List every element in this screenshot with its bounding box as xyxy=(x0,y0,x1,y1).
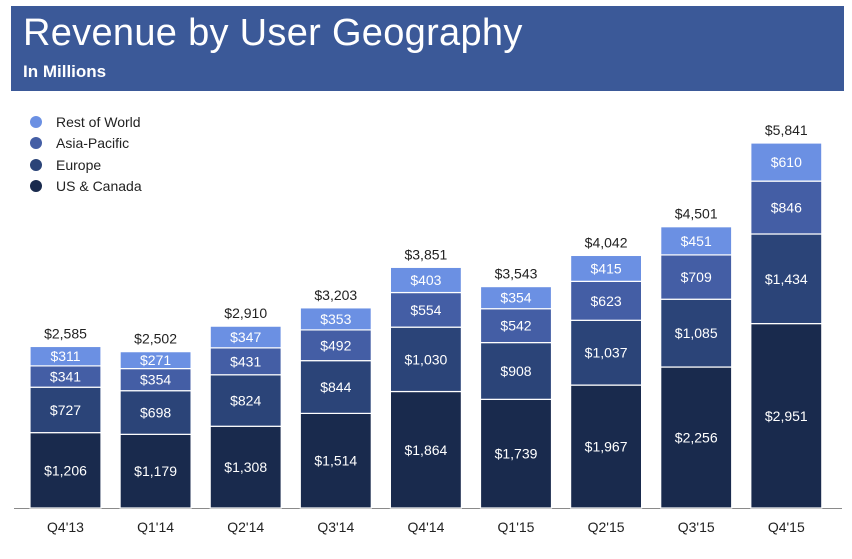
bar-segment-us-canada xyxy=(569,384,643,509)
bar-segment-asia-pacific xyxy=(479,308,553,344)
x-tick-label: Q2'14 xyxy=(227,519,264,535)
bar-segment-rest-of-world xyxy=(299,307,372,331)
legend-swatch-asia-pacific xyxy=(30,137,42,150)
data-label-rest-of-world: $403 xyxy=(410,272,441,288)
data-label-us-canada: $2,256 xyxy=(675,430,718,446)
data-label-rest-of-world: $347 xyxy=(230,329,261,345)
data-label-asia-pacific: $354 xyxy=(140,372,171,388)
legend-swatch-rest-of-world xyxy=(30,115,42,128)
data-label-rest-of-world: $311 xyxy=(50,348,80,364)
bar-segment-rest-of-world xyxy=(750,142,823,182)
bar-segment-rest-of-world xyxy=(660,226,733,256)
data-label-us-canada: $2,951 xyxy=(765,408,808,424)
bar-segment-europe xyxy=(209,374,282,427)
data-label-us-canada: $1,308 xyxy=(224,459,267,475)
legend-label-asia-pacific: Asia-Pacific xyxy=(56,135,130,152)
total-label: $2,502 xyxy=(134,331,177,347)
chart-subtitle: In Millions xyxy=(23,62,107,81)
bar-segment-europe xyxy=(569,319,643,386)
bar-segment-europe xyxy=(299,360,372,414)
data-label-us-canada: $1,514 xyxy=(314,453,357,469)
data-label-asia-pacific: $623 xyxy=(591,293,622,309)
data-label-asia-pacific: $554 xyxy=(410,302,441,318)
x-tick-label: Q3'14 xyxy=(317,519,354,535)
bar-segment-rest-of-world xyxy=(479,286,553,310)
legend-label-rest-of-world: Rest of World xyxy=(56,113,141,130)
data-label-rest-of-world: $354 xyxy=(500,290,531,306)
data-label-rest-of-world: $353 xyxy=(320,311,351,327)
bar-segment-europe xyxy=(389,326,462,393)
bar-segment-asia-pacific xyxy=(299,329,372,362)
data-label-europe: $908 xyxy=(500,363,531,379)
data-label-us-canada: $1,864 xyxy=(404,442,447,458)
data-label-europe: $824 xyxy=(230,393,261,409)
bar-segment-us-canada xyxy=(29,432,102,509)
bar-segment-rest-of-world xyxy=(569,254,643,282)
legend-label-us-canada: US & Canada xyxy=(56,178,142,195)
total-label: $3,543 xyxy=(495,266,538,282)
bar-segment-us-canada xyxy=(119,433,192,509)
data-label-asia-pacific: $492 xyxy=(320,337,351,353)
data-label-europe: $844 xyxy=(320,379,351,395)
bar-segment-rest-of-world xyxy=(119,351,192,370)
bar-segment-rest-of-world xyxy=(389,266,462,294)
legend-swatch-us-canada xyxy=(30,180,42,193)
legend-item-asia-pacific: Asia-Pacific xyxy=(30,133,142,155)
data-label-asia-pacific: $341 xyxy=(50,369,81,385)
x-tick-label: Q4'13 xyxy=(47,519,84,535)
total-label: $3,851 xyxy=(404,246,447,262)
data-label-us-canada: $1,179 xyxy=(134,463,177,479)
x-tick-label: Q1'15 xyxy=(498,519,535,535)
data-label-us-canada: $1,967 xyxy=(585,439,628,455)
total-label: $4,501 xyxy=(675,206,718,222)
bar-segment-asia-pacific xyxy=(389,291,462,328)
bar-segment-asia-pacific xyxy=(750,180,823,235)
total-label: $4,042 xyxy=(585,234,628,250)
data-label-us-canada: $1,206 xyxy=(44,462,87,478)
data-label-europe: $1,434 xyxy=(765,271,808,287)
total-label: $2,585 xyxy=(44,325,87,341)
data-label-asia-pacific: $431 xyxy=(230,353,261,369)
x-tick-label: Q4'15 xyxy=(768,519,805,535)
chart-legend: Rest of World Asia-Pacific Europe US & C… xyxy=(30,111,142,197)
data-label-asia-pacific: $542 xyxy=(500,318,531,334)
data-label-europe: $727 xyxy=(50,402,81,418)
data-label-rest-of-world: $451 xyxy=(681,233,712,249)
bar-segment-rest-of-world xyxy=(29,345,102,367)
x-tick-label: Q2'15 xyxy=(588,519,625,535)
bar-segment-europe xyxy=(750,233,823,325)
bar-segment-us-canada xyxy=(389,390,462,509)
data-label-rest-of-world: $271 xyxy=(140,352,171,368)
legend-item-europe: Europe xyxy=(30,154,142,176)
data-label-asia-pacific: $709 xyxy=(681,269,712,285)
bar-segment-asia-pacific xyxy=(660,254,733,300)
total-label: $2,910 xyxy=(224,305,267,321)
total-label: $5,841 xyxy=(765,122,808,138)
bar-segment-rest-of-world xyxy=(209,325,282,349)
legend-item-rest-of-world: Rest of World xyxy=(30,111,142,133)
legend-label-europe: Europe xyxy=(56,156,102,173)
data-label-europe: $698 xyxy=(140,405,171,421)
bar-segment-asia-pacific xyxy=(209,347,282,376)
chart-header: Revenue by User Geography In Millions xyxy=(11,6,844,91)
data-label-europe: $1,085 xyxy=(675,325,718,341)
data-label-us-canada: $1,739 xyxy=(495,446,538,462)
bar-segment-us-canada xyxy=(209,425,282,509)
chart-title: Revenue by User Geography xyxy=(23,12,523,54)
total-label: $3,203 xyxy=(314,287,357,303)
x-tick-label: Q1'14 xyxy=(137,519,174,535)
data-label-rest-of-world: $415 xyxy=(591,260,622,276)
data-label-asia-pacific: $846 xyxy=(771,200,802,216)
bar-segment-us-canada xyxy=(750,322,823,509)
legend-swatch-europe xyxy=(30,158,42,171)
x-tick-label: Q3'15 xyxy=(678,519,715,535)
x-tick-label: Q4'14 xyxy=(407,519,444,535)
legend-item-us-canada: US & Canada xyxy=(30,176,142,198)
data-label-europe: $1,030 xyxy=(404,351,447,367)
data-label-europe: $1,037 xyxy=(585,345,628,361)
data-label-rest-of-world: $610 xyxy=(771,154,802,170)
